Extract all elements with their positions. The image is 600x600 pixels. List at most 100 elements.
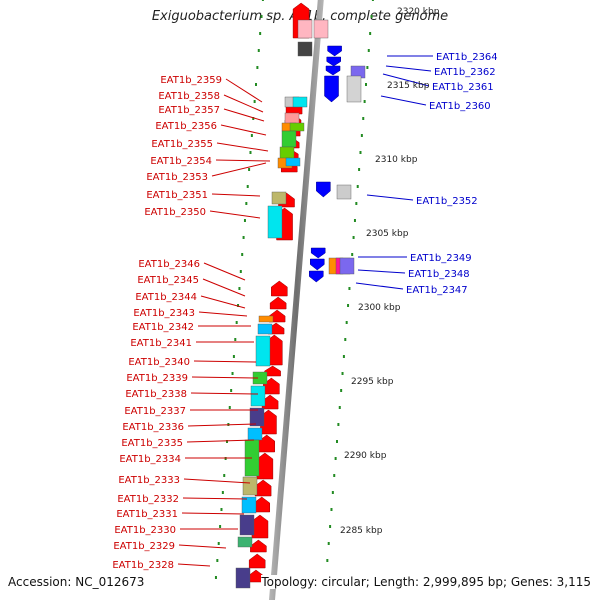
gene-leader-line (178, 544, 227, 549)
track-dot (367, 49, 370, 52)
gene-label-reverse: EAT1b_2352 (416, 196, 478, 207)
gene-label-forward: EAT1b_2344 (135, 292, 197, 303)
gene-label-reverse: EAT1b_2362 (434, 67, 496, 78)
track-dot (337, 423, 340, 426)
gene-label-forward: EAT1b_2329 (113, 541, 175, 552)
track-dot (252, 117, 255, 120)
gene-category-box (258, 315, 274, 323)
gene-label-forward: EAT1b_2331 (116, 509, 178, 520)
gene-label-forward: EAT1b_2355 (151, 139, 213, 150)
gene-category-box (249, 407, 265, 427)
ruler-tick-label: 2290 kbp (344, 451, 387, 461)
reverse-gene-arrow (310, 247, 326, 259)
gene-category-box (346, 75, 362, 103)
gene-leader-line (203, 262, 246, 281)
gene-label-forward: EAT1b_2334 (119, 454, 181, 465)
gene-leader-line (366, 194, 414, 201)
gene-label-forward: EAT1b_2328 (112, 560, 174, 571)
track-dot (340, 389, 343, 392)
gene-label-forward: EAT1b_2342 (132, 322, 194, 333)
track-dot (249, 151, 252, 154)
forward-gene-arrow (256, 452, 274, 480)
track-dot (217, 542, 220, 545)
track-dot (243, 219, 246, 222)
reverse-gene-arrow (326, 56, 342, 67)
track-dot (241, 253, 244, 256)
gene-label-reverse: EAT1b_2348 (408, 269, 470, 280)
gene-label-reverse: EAT1b_2361 (432, 82, 494, 93)
track-dot (360, 134, 363, 137)
track-dot (341, 372, 344, 375)
gene-category-box (239, 514, 255, 536)
gene-category-box (297, 41, 313, 57)
gene-label-forward: EAT1b_2351 (146, 190, 208, 201)
track-dot (259, 32, 262, 35)
track-dot (255, 83, 258, 86)
gene-leader-line (193, 360, 257, 363)
gene-label-forward: EAT1b_2356 (155, 121, 217, 132)
track-dot (237, 304, 240, 307)
reverse-gene-arrow (327, 45, 342, 57)
track-dot (238, 287, 241, 290)
track-dot (352, 236, 355, 239)
chromosome-backbone (269, 0, 324, 600)
forward-gene-arrow (263, 377, 280, 395)
gene-label-forward: EAT1b_2346 (138, 259, 200, 270)
gene-labels: EAT1b_2359 EAT1b_2358 EAT1b_2357 EAT1b_2356… (112, 52, 497, 571)
reverse-gene-arrow (309, 270, 324, 283)
track-dot (334, 457, 337, 460)
track-dot (253, 100, 256, 103)
gene-category-box (292, 96, 308, 108)
gene-category-box (313, 19, 329, 39)
gene-label-reverse: EAT1b_2364 (436, 52, 498, 63)
gene-label-forward: EAT1b_2350 (144, 207, 206, 218)
forward-gene-arrow (250, 539, 267, 553)
gene-category-box (242, 476, 258, 496)
forward-gene-arrow (269, 296, 287, 310)
track-dot (260, 15, 263, 18)
gene-leader-line (187, 423, 257, 427)
gene-category-box (339, 257, 355, 275)
gene-leader-line (225, 78, 263, 103)
track-dot (231, 372, 234, 375)
gene-label-forward: EAT1b_2341 (130, 338, 192, 349)
track-dot (336, 440, 338, 443)
gene-label-reverse: EAT1b_2360 (429, 101, 491, 112)
gene-label-forward: EAT1b_2338 (125, 389, 187, 400)
gene-category-box (297, 19, 313, 39)
gene-leader-line (183, 478, 251, 484)
track-dot (345, 321, 348, 324)
track-dot (356, 185, 359, 188)
track-dot (245, 202, 248, 205)
track-dot (344, 338, 347, 341)
track-dot (358, 168, 361, 171)
gene-label-forward: EAT1b_2332 (117, 494, 179, 505)
track-dot (347, 304, 350, 307)
gene-category-box (281, 130, 297, 148)
forward-gene-arrow (254, 479, 272, 497)
gene-leader-line (357, 269, 406, 274)
gene-leader-line (209, 210, 261, 219)
gene-category-box (336, 184, 352, 200)
track-dot (330, 508, 333, 511)
gene-leader-line (200, 295, 246, 309)
gene-leader-line (190, 392, 259, 395)
gene-label-forward: EAT1b_2339 (126, 373, 188, 384)
gene-features (235, 2, 366, 589)
gene-leader-line (215, 159, 271, 162)
gene-leader-line (198, 311, 248, 317)
track-dot (234, 338, 237, 341)
gene-label-forward: EAT1b_2337 (124, 406, 186, 417)
kbp-ruler: 2320 kbp 2315 kbp 2310 kbp 2305 kbp 2300 kbp… (340, 7, 440, 536)
gene-leader-line (380, 95, 427, 106)
ruler-tick-label: 2300 kbp (358, 303, 401, 313)
gene-leader-line (216, 142, 269, 152)
track-dot (355, 202, 358, 205)
gene-category-box (255, 335, 271, 367)
track-dot (235, 321, 238, 324)
track-dot (370, 15, 373, 18)
track-dot (246, 185, 249, 188)
track-dot (326, 559, 329, 562)
